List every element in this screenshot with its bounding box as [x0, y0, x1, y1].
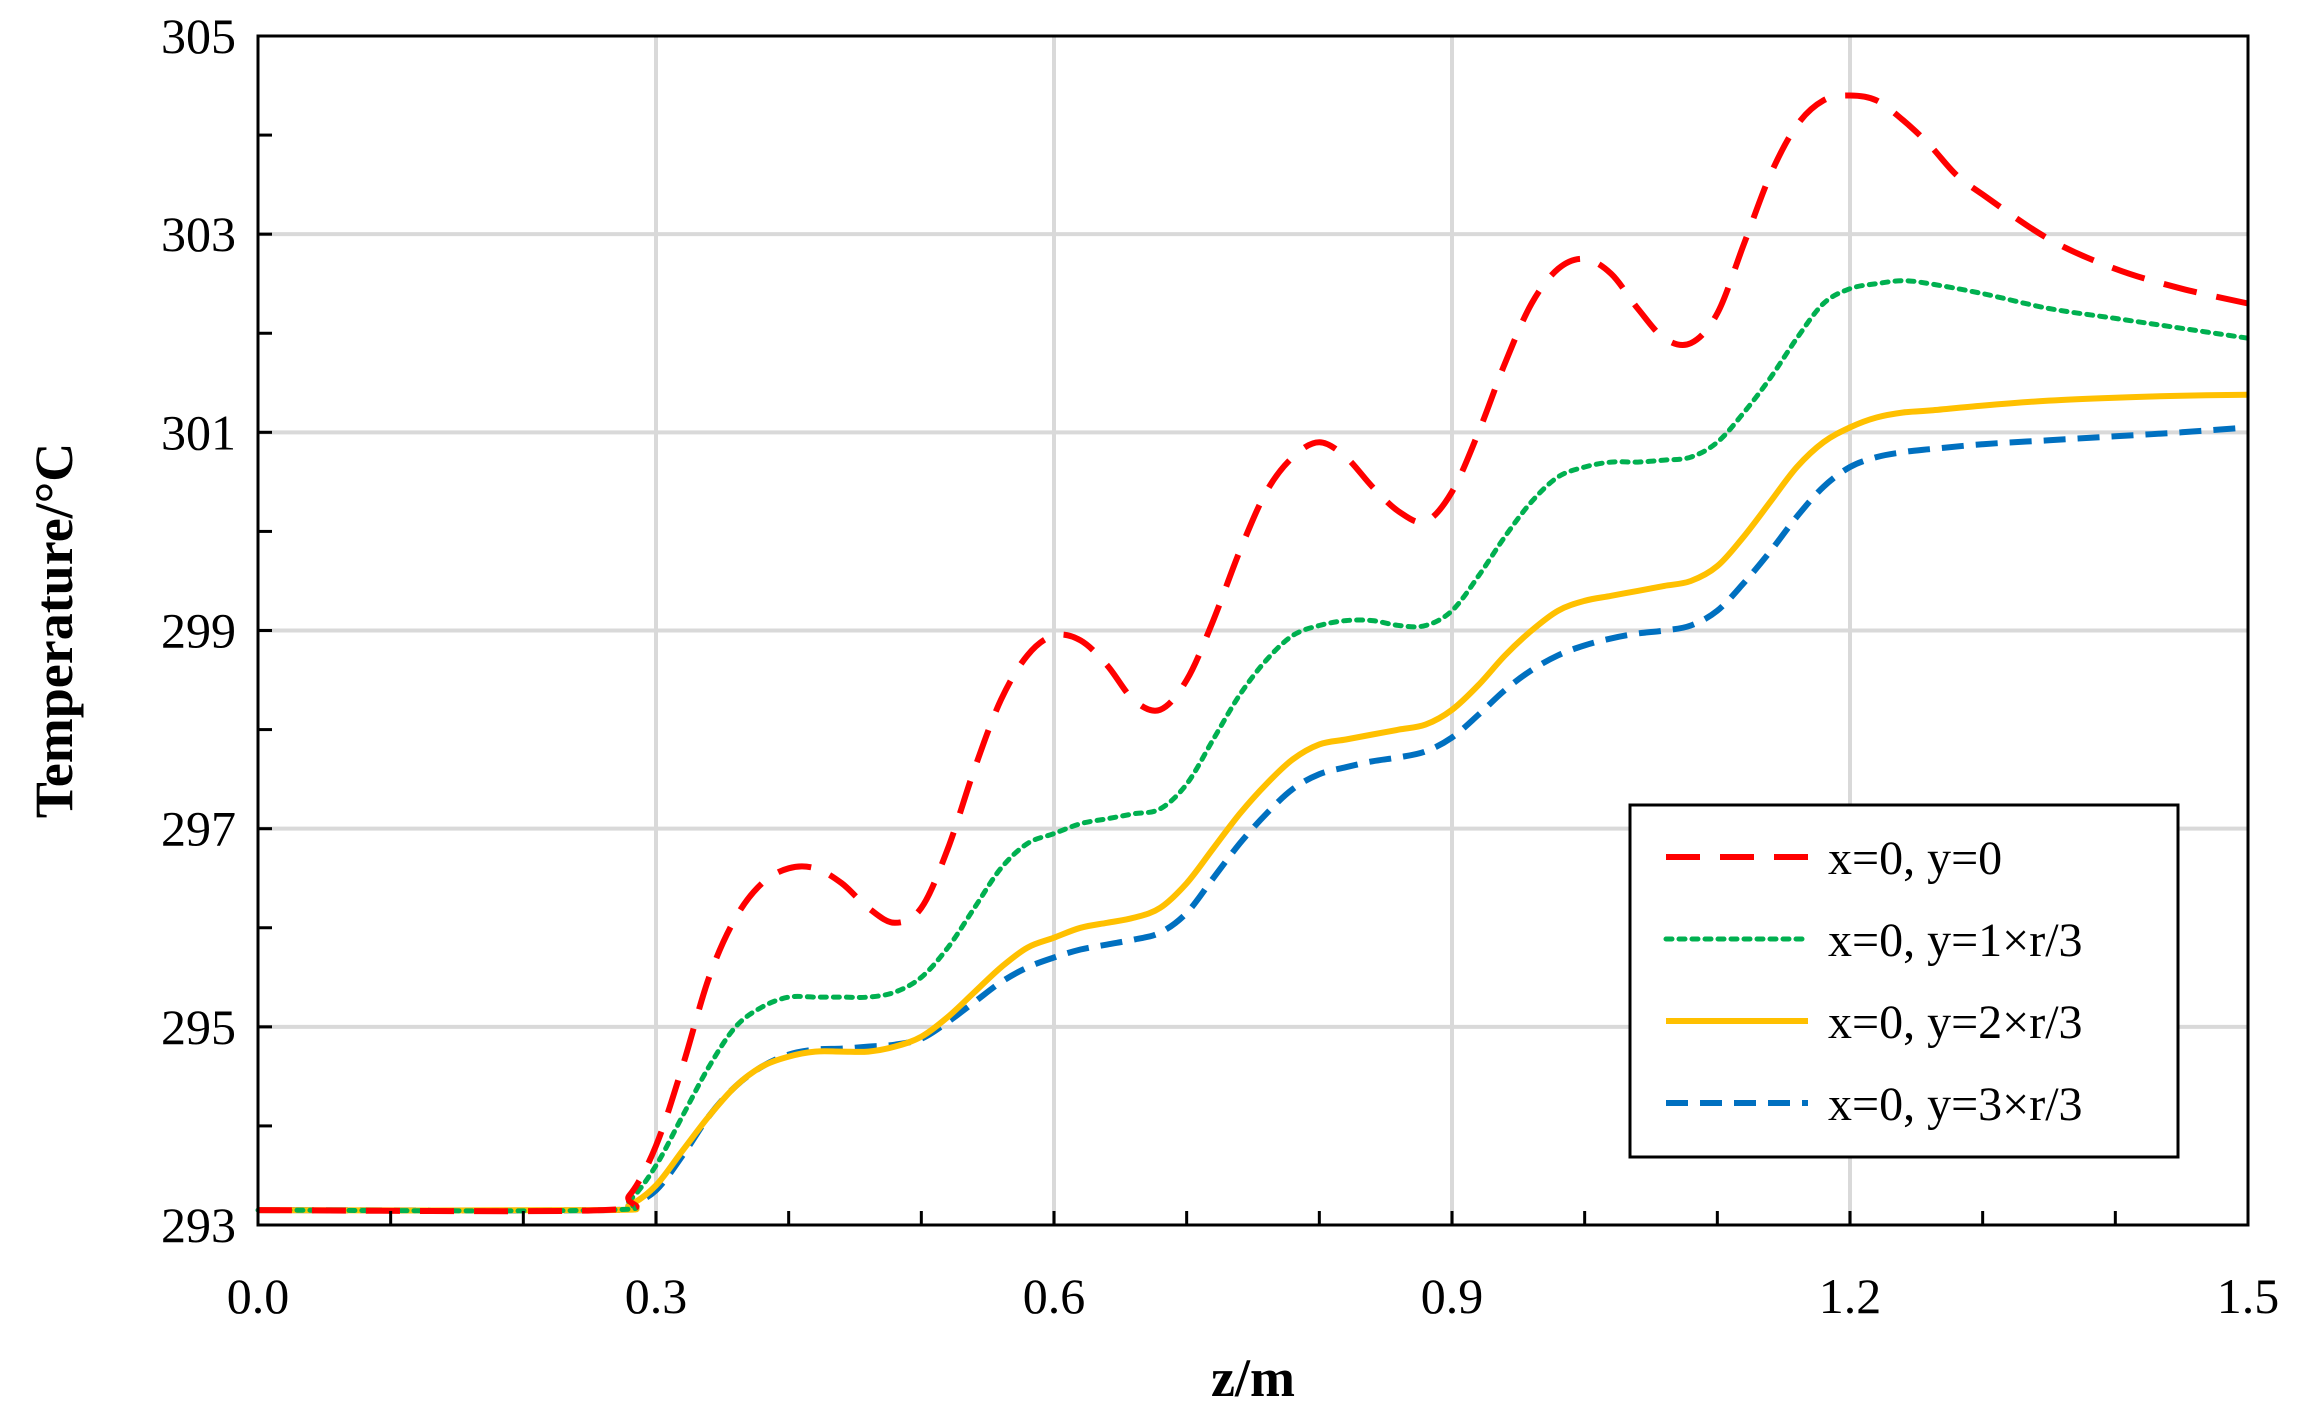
y-tick-label: 295 [161, 999, 236, 1055]
x-tick-label: 0.9 [1421, 1268, 1484, 1324]
legend-label-4: x=0, y=3×r/3 [1828, 1078, 2083, 1131]
legend: x=0, y=0 x=0, y=1×r/3 x=0, y=2×r/3 x=0, y=3… [1628, 803, 2180, 1159]
legend-label-3: x=0, y=2×r/3 [1828, 996, 2083, 1049]
x-tick-label: 1.5 [2217, 1268, 2280, 1324]
x-tick-label: 0.6 [1023, 1268, 1086, 1324]
y-tick-label: 303 [161, 206, 236, 262]
series-line-3 [257, 391, 2249, 1214]
axis-ticks [256, 34, 2250, 1227]
legend-label-2: x=0, y=1×r/3 [1828, 914, 2083, 967]
x-tick-label: 0.0 [227, 1268, 290, 1324]
tick-labels: 0.0 0.3 0.6 0.9 1.2 1.5 293 295 297 299 301 303 305 [161, 8, 2279, 1324]
series-line-2 [255, 278, 2251, 1214]
series-lines [255, 92, 2251, 1215]
legend-box [1628, 803, 2180, 1159]
y-tick-label: 299 [161, 603, 236, 659]
series-line-1 [257, 92, 2249, 1215]
y-tick-label: 305 [161, 8, 236, 64]
y-axis-title: Temperature/°C [24, 443, 84, 819]
y-tick-label: 301 [161, 404, 236, 460]
y-tick-label: 297 [161, 801, 236, 857]
legend-label-1: x=0, y=0 [1828, 832, 2002, 885]
y-tick-label: 293 [161, 1197, 236, 1253]
x-tick-label: 1.2 [1819, 1268, 1882, 1324]
x-axis-title: z/m [1211, 1348, 1295, 1408]
x-tick-label: 0.3 [625, 1268, 688, 1324]
